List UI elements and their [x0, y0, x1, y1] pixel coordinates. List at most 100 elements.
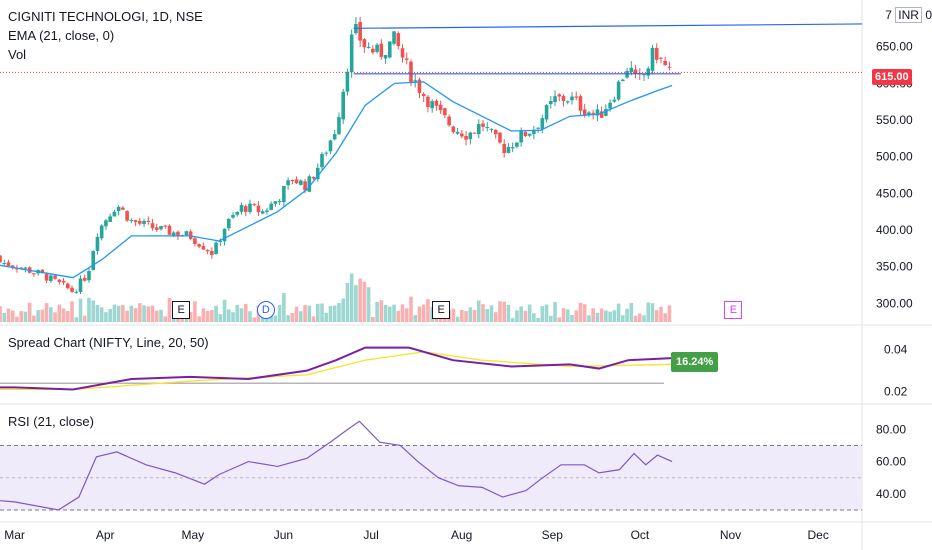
last-price-badge: 615.00	[872, 69, 912, 85]
volume-bar	[540, 306, 545, 322]
volume-bar	[642, 315, 646, 322]
candle-body	[527, 133, 532, 136]
volume-bar	[387, 306, 392, 322]
volume-bar	[561, 308, 566, 322]
volume-bar	[2, 312, 7, 322]
candle-body	[460, 133, 464, 137]
volume-bar	[332, 305, 337, 322]
volume-bar	[383, 304, 388, 322]
vol-label[interactable]: Vol	[8, 47, 27, 62]
volume-bar	[349, 273, 354, 322]
volume-bar	[19, 311, 23, 322]
volume-bar	[248, 311, 252, 322]
spread-tick-label: 0.02	[884, 385, 908, 399]
symbol-line[interactable]: CIGNITI TECHNOLOGI, 1D, NSE	[8, 9, 203, 24]
candle-body	[82, 277, 87, 281]
candle-body	[667, 66, 672, 68]
candle-body	[565, 101, 570, 103]
x-axis-label: Nov	[720, 528, 741, 542]
volume-bar	[409, 296, 413, 322]
candle-body	[210, 250, 214, 255]
candle-body	[53, 275, 57, 279]
candle-body	[438, 104, 443, 111]
candle-body	[32, 273, 36, 275]
volume-bars	[0, 273, 672, 322]
volume-bar	[286, 315, 290, 322]
candles	[0, 16, 672, 295]
candle-body	[133, 220, 138, 223]
volume-bar	[375, 301, 379, 322]
volume-bar	[392, 304, 396, 322]
candle-body	[612, 99, 617, 102]
candle-body	[99, 225, 104, 239]
volume-bar	[108, 308, 112, 322]
currency-label: INR	[895, 7, 922, 23]
volume-bar	[167, 297, 172, 322]
candle-body	[2, 263, 7, 265]
candle-body	[239, 205, 244, 212]
volume-bar	[307, 305, 312, 322]
volume-bar	[476, 300, 481, 322]
volume-bar	[61, 308, 66, 322]
volume-bar	[510, 318, 515, 322]
candle-body	[574, 96, 579, 98]
price-tick-label: 300.00	[876, 296, 913, 310]
volume-bar	[625, 308, 629, 322]
rsi-label[interactable]: RSI (21, close)	[8, 414, 94, 429]
volume-bar	[188, 312, 193, 322]
volume-bar	[320, 303, 324, 322]
candle-body	[269, 203, 273, 210]
candle-body	[273, 201, 278, 204]
candle-body	[502, 143, 506, 154]
event-marker-dividend[interactable]: D	[256, 301, 275, 319]
candle-body	[332, 134, 337, 140]
event-marker-earnings-upcoming[interactable]: E	[724, 301, 743, 319]
candle-body	[307, 176, 312, 192]
candle-body	[604, 109, 608, 116]
candle-body	[154, 227, 159, 230]
volume-bar	[210, 309, 214, 322]
candle-body	[193, 238, 197, 244]
candle-body	[87, 271, 91, 281]
event-marker-earnings[interactable]: E	[172, 301, 191, 319]
rsi-legend: RSI (21, close)	[8, 412, 94, 431]
volume-bar	[468, 307, 473, 322]
rsi-tick-label: 60.00	[876, 455, 906, 469]
candle-body	[40, 269, 45, 273]
x-axis-label: Dec	[807, 528, 828, 542]
volume-bar	[362, 281, 367, 322]
volume-bar	[226, 309, 231, 322]
volume-bar	[282, 292, 286, 322]
volume-bar	[311, 316, 316, 322]
spread-legend: Spread Chart (NIFTY, Line, 20, 50)	[8, 333, 209, 352]
volume-bar	[582, 304, 587, 322]
volume-bar	[379, 300, 384, 322]
candle-body	[231, 215, 235, 218]
volume-bar	[235, 305, 240, 322]
volume-bar	[591, 308, 595, 322]
volume-bar	[277, 304, 282, 322]
candle-body	[366, 46, 371, 48]
candle-body	[532, 129, 536, 135]
candle-body	[349, 34, 354, 73]
volume-bar	[78, 298, 83, 322]
candle-body	[654, 47, 659, 60]
candle-body	[6, 262, 11, 266]
currency-corner[interactable]: 7 INR 0	[885, 7, 932, 23]
candle-body	[540, 118, 545, 130]
candle-body	[608, 102, 612, 109]
event-marker-earnings[interactable]: E	[432, 301, 451, 319]
candle-body	[235, 211, 240, 215]
volume-bar	[574, 310, 579, 322]
volume-bar	[599, 308, 604, 322]
volume-bar	[205, 310, 210, 322]
candle-body	[311, 176, 316, 179]
spread-label[interactable]: Spread Chart (NIFTY, Line, 20, 50)	[8, 335, 209, 350]
ema-label[interactable]: EMA (21, close, 0)	[8, 28, 115, 43]
volume-bar	[337, 303, 341, 322]
volume-bar	[303, 304, 307, 322]
volume-bar	[95, 304, 100, 322]
volume-bar	[578, 302, 583, 322]
candle-body	[642, 74, 646, 76]
